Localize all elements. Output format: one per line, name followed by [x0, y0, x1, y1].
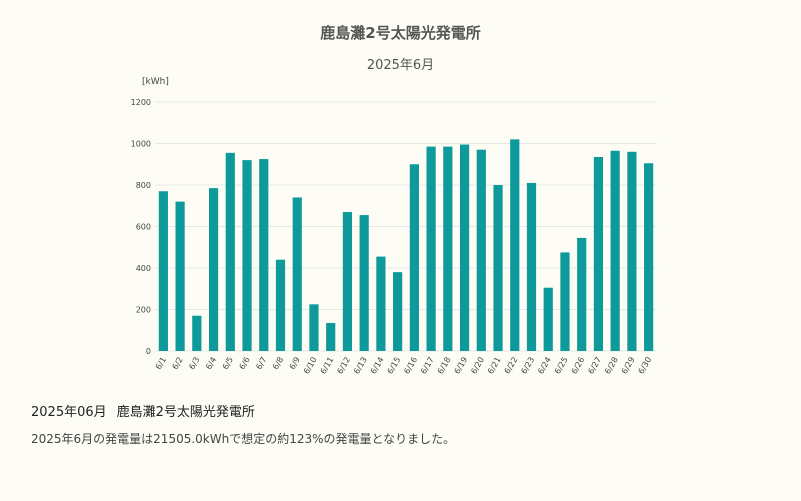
bar — [192, 315, 202, 351]
bar — [376, 256, 386, 351]
x-tick-label: 6/19 — [453, 356, 470, 376]
x-tick-label: 6/15 — [386, 356, 403, 376]
bar — [560, 252, 570, 351]
bar — [275, 259, 286, 351]
summary-text: 2025年6月の発電量は21505.0kWhで想定の約123%の発電量となりまし… — [31, 432, 456, 446]
x-tick-label: 6/8 — [271, 356, 285, 372]
x-tick-label: 6/29 — [620, 356, 637, 376]
x-tick-label: 6/12 — [335, 356, 352, 376]
x-tick-label: 6/7 — [254, 356, 268, 372]
bar — [242, 160, 252, 351]
bar — [459, 144, 470, 351]
x-tick-label: 6/26 — [570, 356, 587, 376]
x-tick-label: 6/1 — [154, 356, 168, 372]
bar — [476, 149, 486, 351]
bar — [610, 150, 620, 351]
summary-heading: 2025年06月 鹿島灘2号太陽光発電所 — [31, 401, 255, 420]
bar — [208, 188, 219, 351]
bar — [175, 201, 185, 351]
bar — [309, 304, 319, 351]
y-axis-ticks: 0 200 400 600 800 1000 1200 — [131, 98, 151, 356]
bar — [526, 182, 537, 351]
chart-title: 鹿島灘2号太陽光発電所 — [320, 24, 481, 42]
bar — [225, 152, 235, 351]
x-tick-label: 6/20 — [469, 356, 486, 376]
y-tick-label: 600 — [136, 223, 151, 232]
x-tick-label: 6/4 — [204, 356, 218, 372]
bar — [644, 163, 654, 351]
x-tick-label: 6/6 — [238, 356, 252, 372]
bar — [359, 215, 369, 351]
x-tick-label: 6/25 — [553, 356, 570, 376]
x-tick-label: 6/24 — [536, 356, 553, 376]
x-tick-label: 6/5 — [221, 356, 235, 372]
bar — [443, 146, 453, 351]
bar — [493, 185, 503, 351]
summary-period: 2025年06月 — [31, 405, 107, 420]
x-tick-label: 6/17 — [419, 356, 436, 376]
x-tick-label: 6/9 — [288, 356, 302, 372]
summary-plant: 鹿島灘2号太陽光発電所 — [116, 405, 255, 420]
x-tick-label: 6/3 — [187, 356, 201, 372]
x-tick-label: 6/14 — [369, 356, 386, 376]
x-tick-label: 6/27 — [586, 356, 603, 376]
x-tick-label: 6/11 — [319, 356, 336, 376]
bar — [627, 151, 637, 351]
bar — [158, 191, 168, 351]
bar — [593, 156, 604, 351]
x-axis-ticks: 6/1 6/2 6/3 6/4 6/5 6/6 6/7 6/8 6/9 6/10 6/11 6/12 6… — [154, 356, 653, 376]
bar — [292, 197, 302, 351]
bar-chart: 0 200 400 600 800 1000 1200 6/1 6/2 6/3 6/4 6/5 6/6… — [131, 77, 657, 376]
bar — [577, 237, 587, 351]
x-tick-label: 6/2 — [171, 356, 185, 372]
x-tick-label: 6/16 — [402, 356, 419, 376]
bar — [342, 211, 353, 351]
y-tick-label: 800 — [136, 181, 151, 190]
x-tick-label: 6/21 — [486, 356, 503, 376]
y-tick-label: 1000 — [131, 140, 151, 149]
bars — [158, 139, 654, 351]
x-tick-label: 6/13 — [352, 356, 369, 376]
bar — [326, 322, 336, 351]
bar — [543, 287, 553, 351]
x-tick-label: 6/30 — [637, 356, 654, 376]
bar — [259, 159, 269, 351]
grid-lines — [155, 101, 657, 352]
y-axis-label: [kWh] — [142, 77, 169, 87]
x-tick-label: 6/18 — [436, 356, 453, 376]
y-tick-label: 0 — [146, 347, 151, 356]
y-tick-label: 400 — [136, 264, 151, 273]
y-tick-label: 1200 — [131, 98, 151, 107]
x-tick-label: 6/23 — [519, 356, 536, 376]
chart-subtitle: 2025年6月 — [366, 58, 435, 73]
bar — [393, 272, 403, 351]
bar — [426, 146, 436, 351]
bar — [510, 139, 520, 351]
bar — [409, 164, 419, 351]
x-tick-label: 6/10 — [302, 356, 319, 376]
y-tick-label: 200 — [136, 306, 151, 315]
x-tick-label: 6/22 — [503, 356, 520, 376]
x-tick-label: 6/28 — [603, 356, 620, 376]
